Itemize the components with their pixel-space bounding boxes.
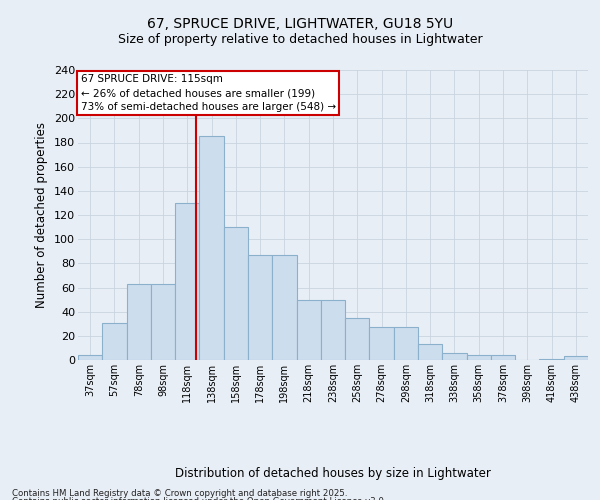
Bar [175, 203, 199, 360]
Bar [296, 300, 321, 360]
Text: 67 SPRUCE DRIVE: 115sqm
← 26% of detached houses are smaller (199)
73% of semi-d: 67 SPRUCE DRIVE: 115sqm ← 26% of detache… [80, 74, 335, 112]
Bar [370, 328, 394, 360]
Bar [248, 255, 272, 360]
Text: Contains public sector information licensed under the Open Government Licence v3: Contains public sector information licen… [12, 496, 386, 500]
Bar [224, 227, 248, 360]
Bar [467, 355, 491, 360]
Bar [321, 300, 345, 360]
Bar [345, 318, 370, 360]
Bar [539, 359, 564, 360]
Bar [418, 344, 442, 360]
Bar [78, 355, 102, 360]
Y-axis label: Number of detached properties: Number of detached properties [35, 122, 49, 308]
Bar [151, 284, 175, 360]
Bar [102, 322, 127, 360]
Text: Contains HM Land Registry data © Crown copyright and database right 2025.: Contains HM Land Registry data © Crown c… [12, 489, 347, 498]
Text: 67, SPRUCE DRIVE, LIGHTWATER, GU18 5YU: 67, SPRUCE DRIVE, LIGHTWATER, GU18 5YU [147, 18, 453, 32]
Bar [564, 356, 588, 360]
Bar [394, 328, 418, 360]
Text: Distribution of detached houses by size in Lightwater: Distribution of detached houses by size … [175, 467, 491, 480]
Bar [442, 353, 467, 360]
Text: Size of property relative to detached houses in Lightwater: Size of property relative to detached ho… [118, 32, 482, 46]
Bar [199, 136, 224, 360]
Bar [491, 355, 515, 360]
Bar [127, 284, 151, 360]
Bar [272, 255, 296, 360]
